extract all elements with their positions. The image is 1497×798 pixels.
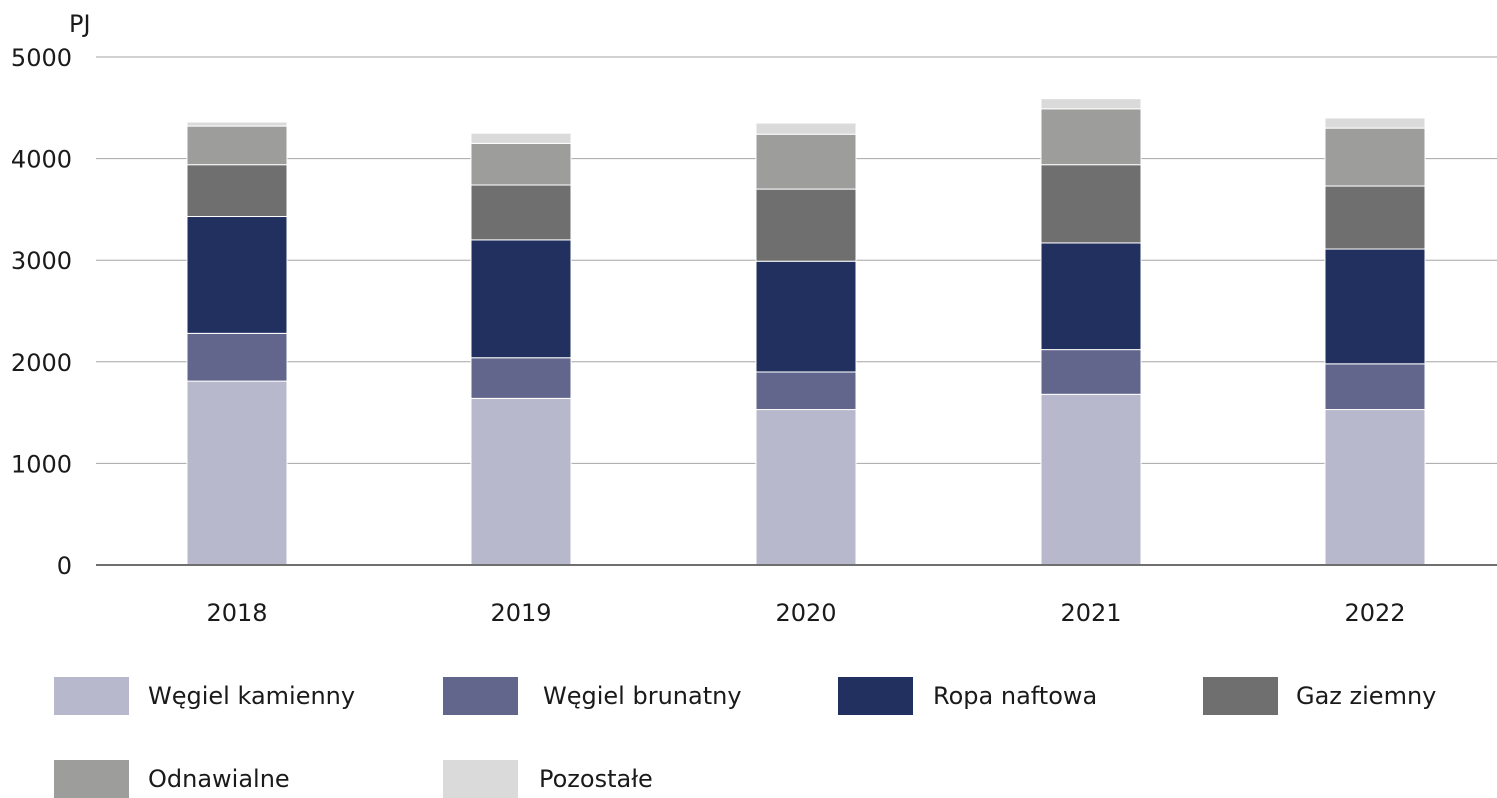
bar-segment-0	[755, 409, 857, 566]
bar-segment-2	[755, 260, 857, 373]
bar-segment-2	[186, 216, 288, 334]
bar-segment-2	[1324, 248, 1426, 365]
bar-segment-3	[470, 184, 572, 241]
y-tick-label: 4000	[11, 146, 72, 174]
bar-segment-5	[186, 121, 288, 127]
bar-segment-3	[755, 188, 857, 262]
x-tick-label: 2020	[775, 599, 836, 627]
bar-stack-2021	[1040, 98, 1142, 566]
x-tick-label: 2022	[1344, 599, 1405, 627]
bar-segment-4	[186, 125, 288, 166]
x-axis-ticks: 2018 2019 2020 2021 2022	[206, 599, 1405, 627]
y-tick-label: 5000	[11, 44, 72, 72]
y-tick-label: 1000	[11, 450, 72, 478]
x-tick-label: 2018	[206, 599, 267, 627]
bar-segment-2	[1040, 242, 1142, 351]
x-tick-label: 2019	[490, 599, 551, 627]
bar-segment-4	[1040, 108, 1142, 166]
bar-segment-0	[186, 380, 288, 566]
bar-segment-1	[1324, 363, 1426, 411]
bar-segment-3	[186, 164, 288, 218]
bar-segment-3	[1324, 185, 1426, 250]
bar-stack-2022	[1324, 117, 1426, 566]
y-axis-unit-label: PJ	[69, 10, 91, 38]
y-tick-label: 3000	[11, 247, 72, 275]
bar-stack-2020	[755, 122, 857, 566]
bar-segment-5	[1324, 117, 1426, 129]
bar-segment-0	[470, 397, 572, 566]
bar-segment-1	[755, 371, 857, 411]
bar-segment-3	[1040, 164, 1142, 244]
bar-segment-0	[1040, 393, 1142, 566]
bar-segment-5	[470, 132, 572, 144]
y-tick-label: 0	[57, 552, 72, 580]
bar-segment-5	[755, 122, 857, 135]
y-tick-label: 2000	[11, 349, 72, 377]
bar-segment-5	[1040, 98, 1142, 110]
bars	[186, 98, 1426, 566]
bar-segment-0	[1324, 409, 1426, 566]
bar-segment-4	[470, 142, 572, 186]
bar-segment-1	[470, 357, 572, 399]
y-axis-ticks: 0 1000 2000 3000 4000 5000	[11, 44, 72, 580]
bar-stack-2019	[470, 132, 572, 566]
bar-segment-1	[186, 332, 288, 382]
bar-stack-2018	[186, 121, 288, 566]
x-tick-label: 2021	[1060, 599, 1121, 627]
bar-segment-1	[1040, 349, 1142, 395]
bar-segment-4	[1324, 127, 1426, 187]
bar-segment-4	[755, 133, 857, 190]
bar-segment-2	[470, 239, 572, 359]
